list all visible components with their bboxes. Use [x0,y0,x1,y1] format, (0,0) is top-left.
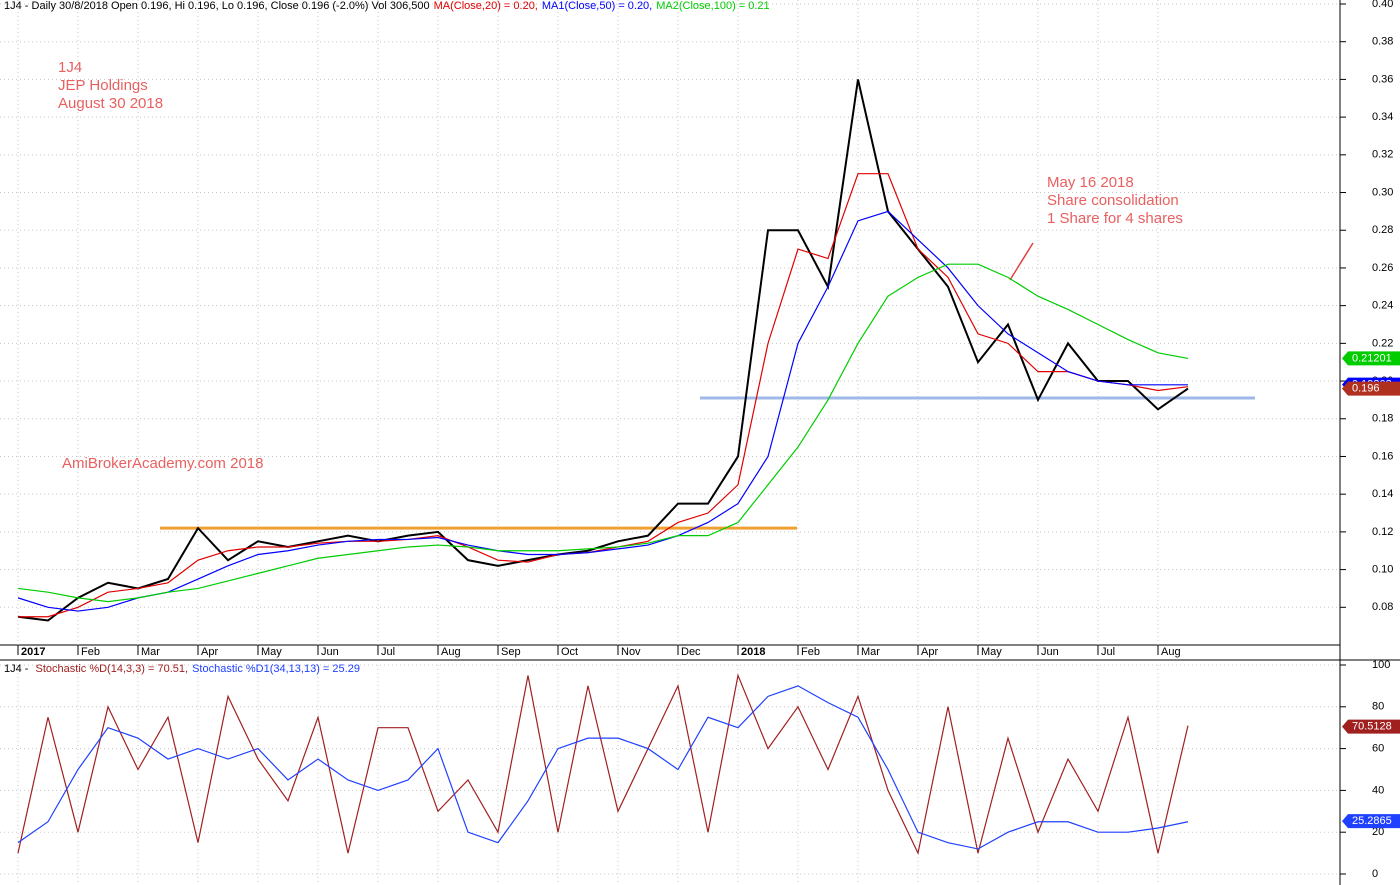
header-title: 1J4 - [4,663,32,675]
x-tick-label: Aug [1161,646,1181,658]
y-tick-label: 0.26 [1372,262,1393,274]
annotation: August 30 2018 [58,95,163,112]
legend-entry: MA1(Close,50) = 0.20, [542,0,652,12]
price-tag-label: 70.5128 [1352,721,1392,733]
x-tick-label: Aug [441,646,461,658]
legend-entry: Stochastic %D(14,3,3) = 70.51, [36,663,189,675]
x-tick-label: Mar [861,646,880,658]
y-tick-label: 80 [1372,701,1384,713]
y-tick-label: 20 [1372,826,1384,838]
price-tag-label: 25.2865 [1352,815,1392,827]
x-tick-label: May [261,646,282,658]
x-tick-label: Dec [681,646,701,658]
y-tick-label: 0.32 [1372,149,1393,161]
x-tick-label: Feb [801,646,820,658]
series-line [17,210,1188,612]
header: 1J4 - Stochastic %D(14,3,3) = 70.51, Stoc… [4,663,360,675]
x-tick-label: Apr [201,646,218,658]
y-tick-label: 0 [1372,868,1378,880]
series-line [18,173,1189,618]
annotation-arrow [1009,242,1034,281]
y-tick-label: 0.18 [1372,413,1393,425]
y-tick-label: 0.36 [1372,73,1393,85]
series-line [17,263,1189,603]
x-tick-label: 2018 [741,646,765,658]
x-tick-label: Apr [921,646,938,658]
legend-entry: Stochastic %D1(34,13,13) = 25.29 [192,663,360,675]
y-tick-label: 100 [1372,659,1390,671]
price-tag [1342,719,1400,734]
price-tag [1342,381,1400,396]
price-tag-label: 0.196 [1352,383,1380,395]
x-tick-label: Mar [141,646,160,658]
x-tick-label: Oct [561,646,578,658]
header-title: 1J4 - Daily 30/8/2018 Open 0.196, Hi 0.1… [4,0,430,12]
y-tick-label: 0.28 [1372,224,1393,236]
price-tag-label: 0.21201 [1352,352,1392,364]
annotation: 1 Share for 4 shares [1047,210,1183,227]
x-tick-label: May [981,646,1002,658]
x-tick-label: Jun [321,646,339,658]
annotation: May 16 2018 [1047,174,1134,191]
x-tick-label: Jul [1101,646,1115,658]
y-tick-label: 0.16 [1372,450,1393,462]
annotation: Share consolidation [1047,192,1179,209]
series-line [17,685,1189,850]
y-tick-label: 0.14 [1372,488,1393,500]
series-line [17,79,1189,622]
annotation: AmiBrokerAcademy.com 2018 [62,455,263,472]
y-tick-label: 0.30 [1372,186,1393,198]
x-tick-label: Jul [381,646,395,658]
x-tick-label: 2017 [21,646,45,658]
price-tag [1342,351,1400,366]
y-tick-label: 0.24 [1372,300,1393,312]
y-tick-label: 0.22 [1372,337,1393,349]
y-tick-label: 0.10 [1372,563,1393,575]
annotation: JEP Holdings [58,77,148,94]
annotation: 1J4 [58,59,82,76]
y-tick-label: 0.12 [1372,526,1393,538]
x-tick-label: Jun [1041,646,1059,658]
x-tick-label: Feb [81,646,100,658]
legend-entry: MA(Close,20) = 0.20, [434,0,538,12]
y-tick-label: 40 [1372,784,1384,796]
x-tick-label: Sep [501,646,521,658]
y-tick-label: 0.34 [1372,111,1393,123]
series-line [17,673,1189,855]
header: 1J4 - Daily 30/8/2018 Open 0.196, Hi 0.1… [4,0,770,12]
legend-entry: MA2(Close,100) = 0.21 [656,0,769,12]
price-tag [1342,814,1400,829]
y-tick-label: 0.08 [1372,601,1393,613]
x-tick-label: Nov [621,646,641,658]
y-tick-label: 0.38 [1372,36,1393,48]
y-tick-label: 60 [1372,743,1384,755]
y-tick-label: 0.40 [1372,0,1393,10]
